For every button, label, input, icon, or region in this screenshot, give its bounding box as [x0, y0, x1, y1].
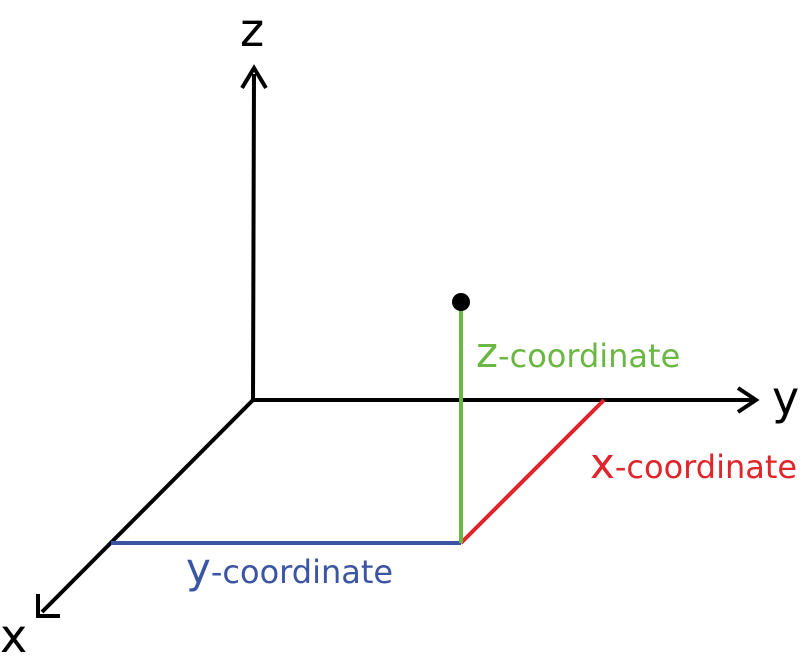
x-coordinate-line [459, 398, 606, 545]
z-coordinate-label: z-coordinate [476, 328, 680, 377]
y-coordinate-suffix: -coordinate [211, 553, 393, 591]
z-axis-label: z [240, 3, 264, 57]
x-axis-line [40, 398, 255, 614]
x-coordinate-letter: x [590, 439, 615, 488]
y-coordinate-label: y-coordinate [186, 544, 393, 593]
x-coordinate-label: x-coordinate [590, 439, 797, 488]
y-axis-label: y [772, 371, 799, 425]
x-axis-label: x [0, 609, 27, 663]
x-coordinate-suffix: -coordinate [615, 448, 797, 486]
x-axis-arrowhead [36, 594, 60, 618]
y-axis-arrowhead [736, 386, 760, 414]
z-coordinate-suffix: -coordinate [498, 337, 680, 375]
z-axis-line [251, 73, 256, 401]
point-marker [452, 293, 470, 311]
y-coordinate-letter: y [186, 544, 211, 593]
z-coordinate-letter: z [476, 328, 498, 377]
z-axis-arrowhead [240, 64, 268, 90]
